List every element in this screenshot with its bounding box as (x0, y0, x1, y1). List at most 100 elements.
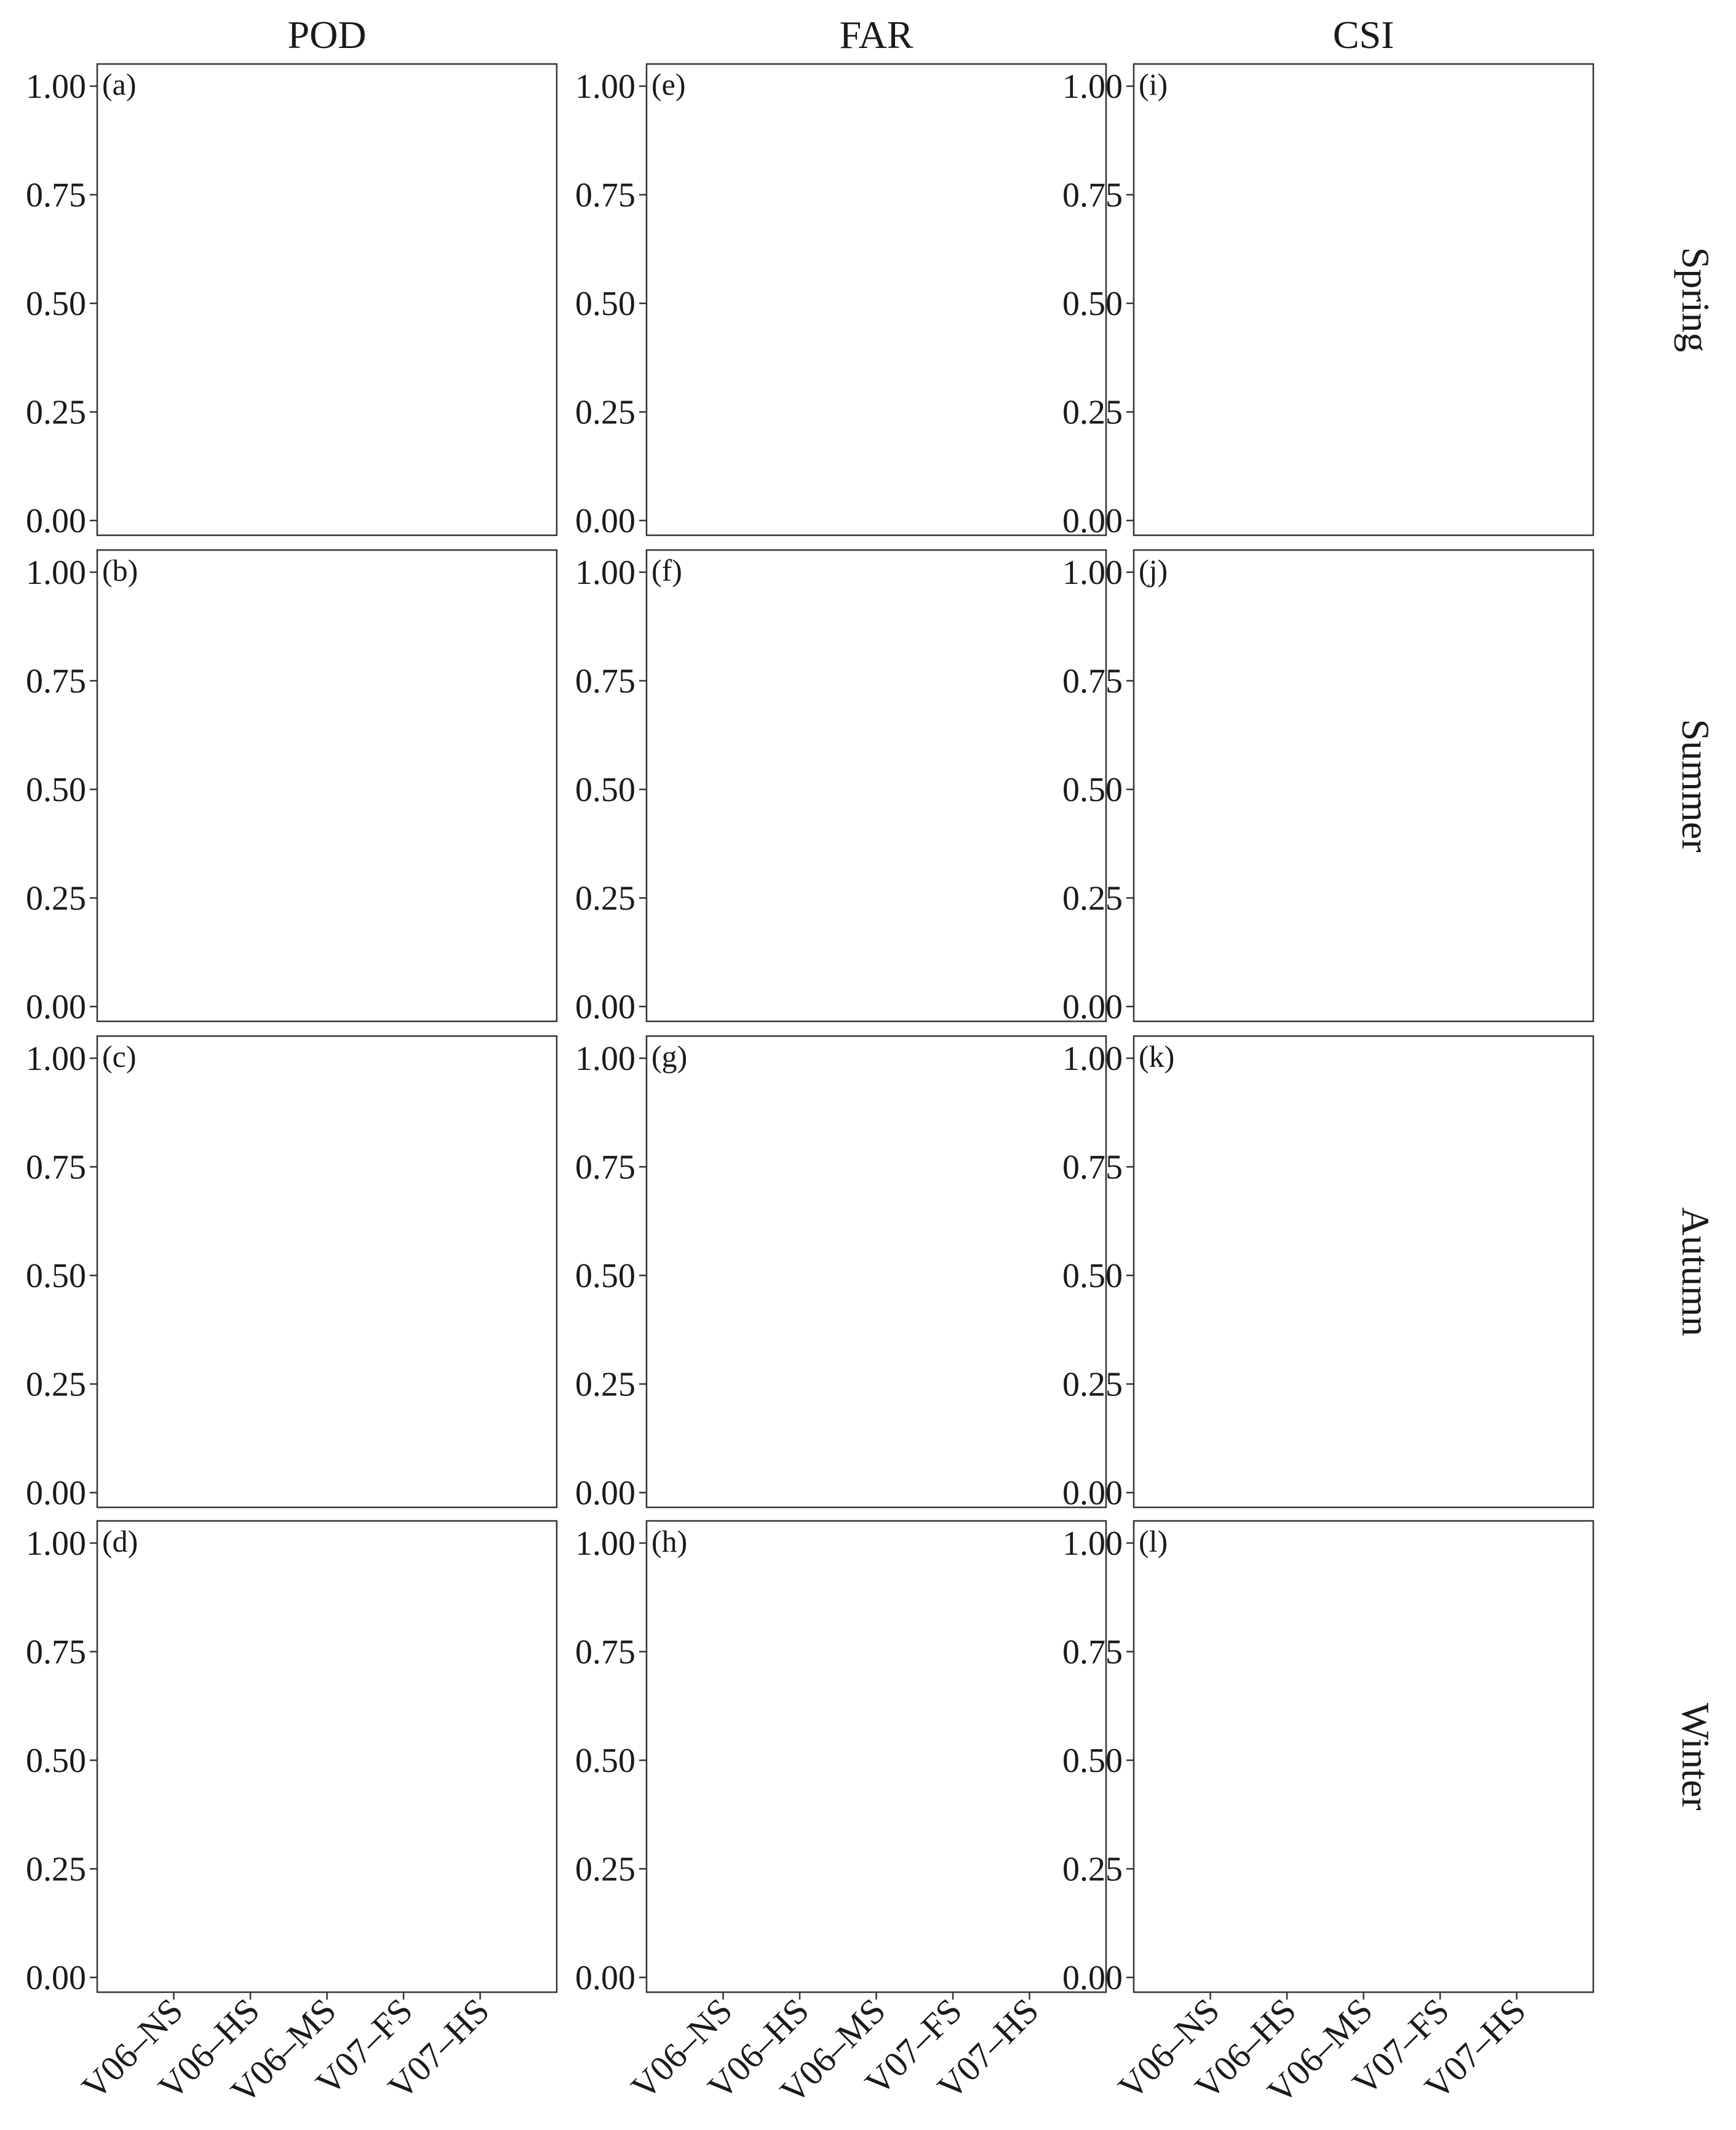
panel-csi-summer: 0.00 0.25 0.50 0.75 1.00 (j) (1062, 549, 1595, 1026)
y-tick-label: 0.25 (26, 394, 86, 432)
y-tick-label: 0.75 (575, 1149, 635, 1187)
y-tick-label: 1.00 (1062, 68, 1123, 106)
y-tick-label: 0.00 (26, 1959, 86, 1997)
panel-border (1133, 63, 1595, 536)
row-label-spring: Spring (1674, 247, 1718, 353)
y-tick-label: 0.00 (26, 988, 86, 1026)
panel-label: (k) (1139, 1039, 1174, 1074)
y-tick-label: 0.00 (26, 502, 86, 540)
panels-layer: 0.00 0.25 0.50 0.75 1.00 (a) 0.00 0.25 0.50 0.75 1… (26, 63, 1595, 2112)
y-tick-label: 0.00 (1062, 1474, 1123, 1512)
panel-csi-autumn: 0.00 0.25 0.50 0.75 1.00 (k) (1062, 1035, 1595, 1512)
column-title-far: FAR (840, 13, 914, 57)
y-tick-label: 0.50 (26, 1742, 86, 1780)
y-tick-label: 0.25 (1062, 880, 1123, 918)
panel-csi-winter: 0.000.250.500.751.00 (l)V06–NSV06–HSV06–M… (1062, 1520, 1595, 2112)
row-label-summer: Summer (1674, 719, 1718, 853)
y-tick-label: 0.75 (1062, 1633, 1123, 1672)
y-tick-label: 0.00 (575, 1474, 635, 1512)
y-tick-label: 0.00 (26, 1474, 86, 1512)
y-tick-label: 0.75 (26, 1633, 86, 1672)
panel-label: (i) (1139, 67, 1168, 102)
y-tick-label: 0.25 (26, 1366, 86, 1404)
y-tick-label: 1.00 (1062, 1040, 1123, 1078)
y-tick-label: 0.75 (1062, 177, 1123, 215)
y-tick-label: 0.25 (26, 1851, 86, 1889)
row-label-autumn: Autumn (1674, 1207, 1718, 1336)
y-tick-label: 0.00 (1062, 988, 1123, 1026)
y-tick-label: 0.75 (26, 177, 86, 215)
y-tick-label: 0.50 (575, 1257, 635, 1295)
panel-label: (h) (651, 1524, 687, 1558)
y-tick-label: 1.00 (575, 68, 635, 106)
panel-label: (c) (102, 1039, 137, 1074)
y-tick-label: 0.25 (1062, 394, 1123, 432)
y-tick-label: 0.25 (575, 394, 635, 432)
y-tick-label: 0.75 (575, 177, 635, 215)
panel-border (96, 63, 558, 536)
panel-label: (g) (651, 1039, 687, 1074)
y-tick-label: 0.25 (575, 880, 635, 918)
panel-border (645, 63, 1107, 536)
y-tick-label: 0.75 (26, 663, 86, 701)
y-tick-label: 1.00 (1062, 554, 1123, 592)
panel-border (1133, 1035, 1595, 1509)
y-tick-label: 0.25 (26, 880, 86, 918)
panel-far-spring: 0.00 0.25 0.50 0.75 1.00 (e) (575, 63, 1107, 540)
y-tick-label: 1.00 (26, 554, 86, 592)
y-tick-label: 0.50 (26, 771, 86, 809)
y-tick-label: 0.75 (575, 663, 635, 701)
y-tick-label: 0.00 (575, 502, 635, 540)
panel-border (96, 1035, 558, 1509)
y-tick-label: 0.50 (1062, 285, 1123, 323)
panel-border (1133, 549, 1595, 1023)
panel-border (645, 1520, 1107, 1993)
panel-label: (b) (102, 553, 138, 588)
panel-label: (d) (102, 1524, 138, 1558)
panel-border (96, 1520, 558, 1993)
y-tick-label: 0.75 (575, 1633, 635, 1672)
y-tick-label: 0.50 (575, 1742, 635, 1780)
panel-label: (a) (102, 67, 137, 102)
panel-pod-winter: 0.000.250.500.751.00 (d)V06–NSV06–HSV06–M… (26, 1520, 558, 2112)
y-tick-label: 0.50 (575, 771, 635, 809)
panel-border (1133, 1520, 1595, 1993)
y-tick-label: 0.25 (575, 1851, 635, 1889)
panel-label: (e) (651, 67, 686, 102)
row-label-winter: Winter (1674, 1702, 1718, 1810)
y-tick-label: 0.25 (1062, 1851, 1123, 1889)
column-title-csi: CSI (1333, 13, 1395, 57)
panel-pod-spring: 0.00 0.25 0.50 0.75 1.00 (a) (26, 63, 558, 540)
y-tick-label: 1.00 (1062, 1525, 1123, 1563)
y-tick-label: 0.25 (575, 1366, 635, 1404)
labels-layer: POD FAR CSI Spring Summer Autumn Winter (287, 13, 1718, 1811)
panel-csi-spring: 0.00 0.25 0.50 0.75 1.00 (i) (1062, 63, 1595, 540)
y-tick-label: 1.00 (26, 1525, 86, 1563)
y-tick-label: 0.50 (1062, 1742, 1123, 1780)
panel-far-summer: 0.00 0.25 0.50 0.75 1.00 (f) (575, 549, 1107, 1026)
y-tick-label: 1.00 (575, 554, 635, 592)
panel-border (645, 1035, 1107, 1509)
y-tick-label: 0.50 (26, 1257, 86, 1295)
panel-far-winter: 0.000.250.500.751.00 (h)V06–NSV06–HSV06–M… (575, 1520, 1107, 2112)
y-tick-label: 0.00 (1062, 1959, 1123, 1997)
panel-pod-autumn: 0.00 0.25 0.50 0.75 1.00 (c) (26, 1035, 558, 1512)
panel-label: (l) (1139, 1524, 1168, 1558)
y-tick-label: 0.50 (1062, 1257, 1123, 1295)
y-tick-label: 0.50 (575, 285, 635, 323)
panel-pod-summer: 0.00 0.25 0.50 0.75 1.00 (b) (26, 549, 558, 1026)
y-tick-label: 1.00 (575, 1040, 635, 1078)
column-title-pod: POD (287, 13, 366, 57)
panel-label: (j) (1139, 553, 1168, 588)
y-tick-label: 1.00 (26, 68, 86, 106)
y-tick-label: 0.50 (26, 285, 86, 323)
panel-border (96, 549, 558, 1023)
panel-far-autumn: 0.00 0.25 0.50 0.75 1.00 (g) (575, 1035, 1107, 1512)
y-tick-label: 0.00 (575, 1959, 635, 1997)
y-tick-label: 0.25 (1062, 1366, 1123, 1404)
panel-label: (f) (651, 553, 682, 588)
y-tick-label: 0.00 (575, 988, 635, 1026)
y-tick-label: 1.00 (26, 1040, 86, 1078)
y-tick-label: 0.75 (1062, 1149, 1123, 1187)
